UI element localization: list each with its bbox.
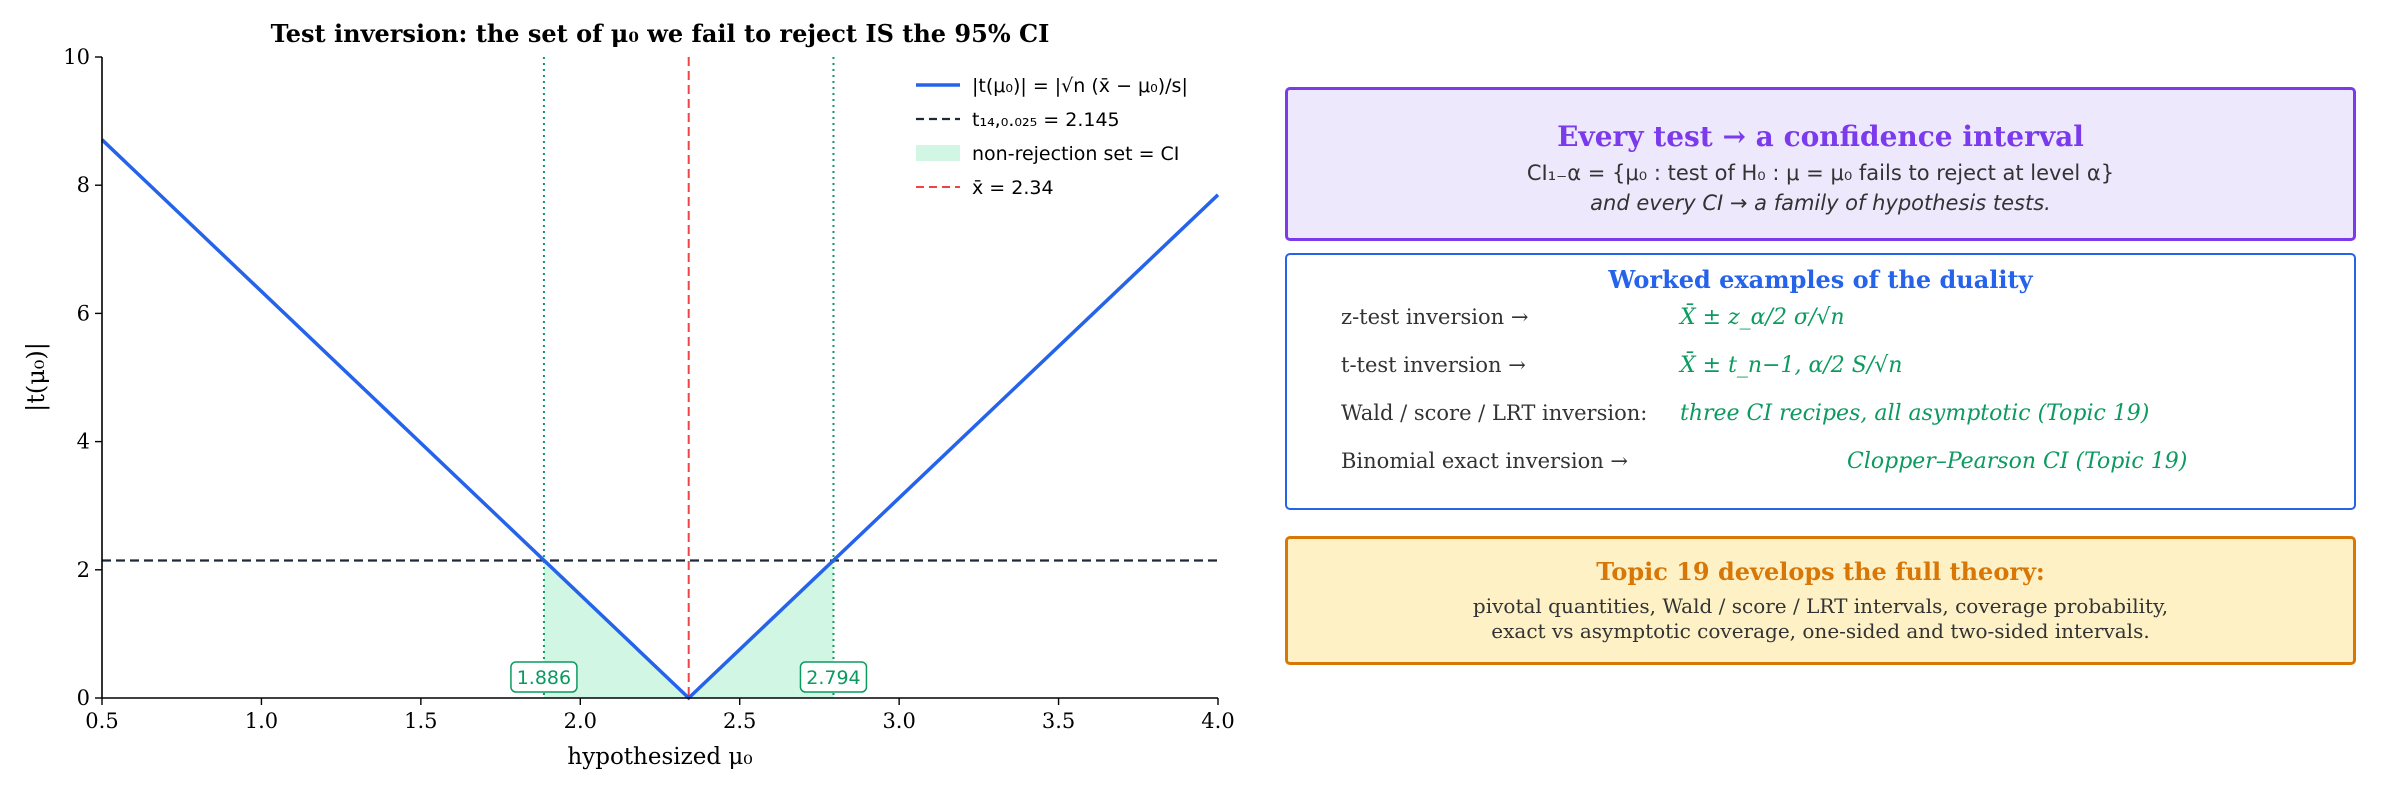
x-tick-label: 3.5	[1042, 709, 1075, 733]
example-label: z-test inversion →	[1341, 305, 1529, 329]
ci-bound-label-box	[510, 661, 578, 693]
ci-bound-label: 2.794	[806, 667, 860, 689]
legend-label: x̄ = 2.34	[972, 177, 1054, 199]
y-tick-label: 8	[77, 173, 90, 197]
example-label: Wald / score / LRT inversion:	[1341, 401, 1648, 425]
x-tick-label: 1.0	[245, 709, 278, 733]
y-tick-label: 2	[77, 558, 90, 582]
t-stat-curve	[100, 138, 1220, 701]
topic19-line: exact vs asymptotic coverage, one-sided …	[1491, 619, 2150, 643]
legend-label: t₁₄,₀.₀₂₅ = 2.145	[972, 109, 1120, 131]
x-tick-label: 2.0	[564, 709, 597, 733]
topic19-box: Topic 19 develops the full theory: pivot…	[1285, 536, 2356, 665]
x-tick-label: 1.5	[404, 709, 437, 733]
x-axis-label: hypothesized μ₀	[567, 744, 752, 770]
topic19-line: pivotal quantities, Wald / score / LRT i…	[1472, 594, 2169, 618]
topic19-title: Topic 19 develops the full theory:	[1596, 557, 2045, 586]
example-row: Wald / score / LRT inversion: three CI r…	[1287, 401, 2354, 431]
x-tick-label: 4.0	[1201, 709, 1234, 733]
x-tick-label: 3.0	[882, 709, 915, 733]
x-tick-label: 0.5	[85, 709, 118, 733]
example-row: z-test inversion → X̄ ± z_α/2 σ/√n	[1287, 305, 2354, 335]
y-tick-label: 10	[63, 45, 90, 69]
example-label: Binomial exact inversion →	[1341, 449, 1629, 473]
example-formula: X̄ ± z_α/2 σ/√n	[1680, 305, 1845, 330]
ci-bound-label-box	[799, 661, 868, 693]
example-formula: three CI recipes, all asymptotic (Topic …	[1680, 401, 2150, 426]
example-formula: Clopper–Pearson CI (Topic 19)	[1847, 449, 2188, 474]
example-formula: X̄ ± t_n−1, α/2 S/√n	[1680, 353, 1903, 378]
y-tick-label: 4	[77, 430, 90, 454]
worked-examples-box: Worked examples of the duality z-test in…	[1285, 253, 2356, 510]
topic19-body: pivotal quantities, Wald / score / LRT i…	[1288, 594, 2353, 644]
chart-title: Test inversion: the set of μ₀ we fail to…	[271, 19, 1050, 48]
ci-bound-label: 1.886	[517, 667, 571, 689]
legend-label: |t(μ₀)| = |√n (x̄ − μ₀)/s|	[972, 75, 1188, 97]
y-tick-label: 6	[77, 301, 90, 325]
example-row: t-test inversion → X̄ ± t_n−1, α/2 S/√n	[1287, 353, 2354, 383]
duality-title: Every test → a confidence interval	[1557, 120, 2084, 153]
ci-definition: CI₁₋α = {μ₀ : test of H₀ : μ = μ₀ fails …	[1526, 161, 2115, 185]
x-tick-label: 2.5	[723, 709, 756, 733]
example-label: t-test inversion →	[1341, 353, 1526, 377]
worked-examples-title: Worked examples of the duality	[1608, 265, 2033, 294]
duality-summary-box: Every test → a confidence interval CI₁₋α…	[1285, 87, 2356, 241]
chart: 0.5 1.0 1.5 2.0 2.5 3.0 3.5 4.0 0 2 4 6 8 10 1.886 2.79…	[22, 19, 1235, 770]
example-row: Binomial exact inversion → Clopper–Pears…	[1287, 449, 2354, 479]
ci-region	[543, 560, 834, 698]
legend-label: non-rejection set = CI	[972, 143, 1179, 165]
ci-to-test-note: and every CI → a family of hypothesis te…	[1590, 191, 2051, 215]
legend-swatch-ci	[916, 145, 960, 161]
y-tick-label: 0	[77, 686, 90, 710]
y-axis-label: |t(μ₀)|	[22, 342, 51, 412]
